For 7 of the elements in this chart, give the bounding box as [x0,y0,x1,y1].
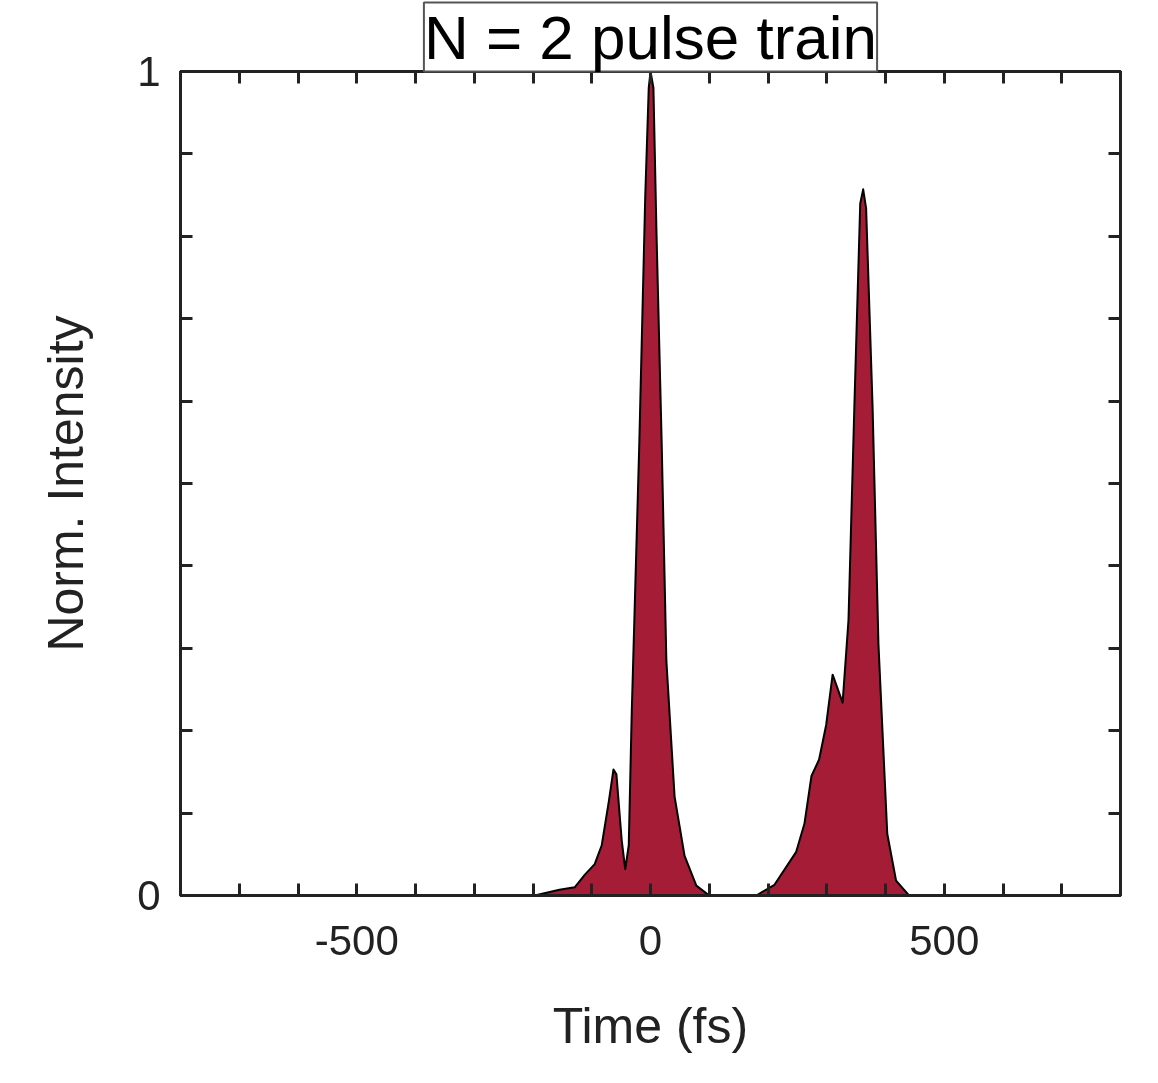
y-axis-title: Norm. Intensity [38,315,95,652]
x-tick-label: 500 [909,916,980,964]
chart-title: N = 2 pulse train [423,2,878,72]
x-tick-label: -500 [314,916,399,964]
x-tick-label: 0 [638,916,663,964]
x-axis-title: Time (fs) [552,997,749,1054]
y-tick-label: 1 [137,48,161,95]
